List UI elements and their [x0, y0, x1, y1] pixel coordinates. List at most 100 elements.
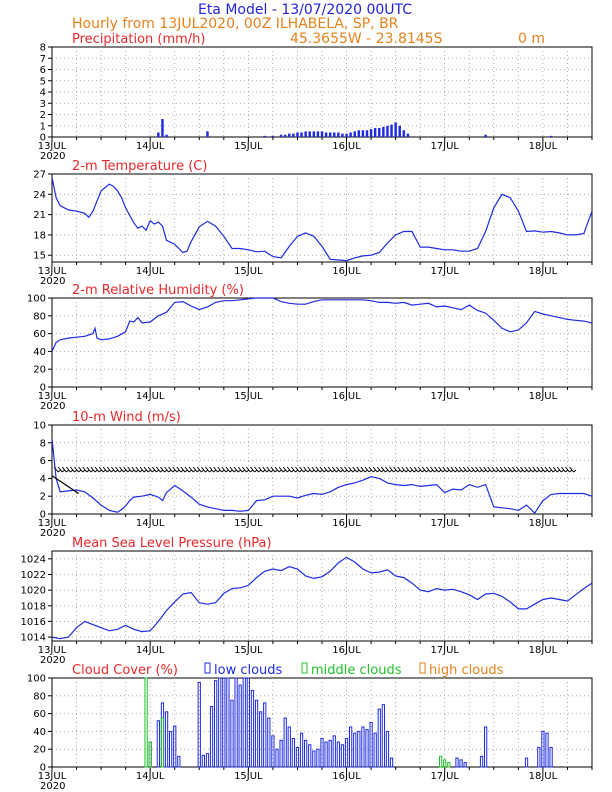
wind-barb [229, 466, 235, 473]
wind-barb-flag [573, 469, 577, 473]
wind-barb-flag [250, 469, 254, 473]
x-tick-label: 18JUL [529, 518, 558, 529]
wind-barb-flag [364, 469, 368, 473]
wind-barb [241, 466, 247, 473]
series-line [51, 438, 593, 515]
wind-barb-flag [262, 469, 266, 473]
wind-barb-flag [172, 469, 176, 473]
x-tick-label: 16JUL [332, 771, 361, 782]
precip-bar [292, 133, 295, 137]
wind-barb-flag [237, 469, 241, 473]
wind-barb-flag [430, 469, 434, 473]
wind-barb [569, 466, 574, 473]
wind-barb-flag [560, 469, 565, 473]
wind-barb-flag [221, 469, 225, 473]
legend-label-middle: middle clouds [311, 663, 402, 678]
wind-barb [115, 466, 120, 473]
y-tick-label: 6 [40, 65, 46, 76]
low-cloud-bar [369, 722, 373, 768]
x-tick-label: 16JUL [332, 518, 361, 529]
low-cloud-bar [164, 711, 169, 768]
wind-barb-flag [225, 469, 229, 473]
wind-barb [511, 466, 517, 473]
wind-barb-flag [380, 469, 385, 473]
wind-barb [368, 466, 374, 473]
y-tick-label: 20 [33, 365, 46, 376]
y-tick-label: 1020 [21, 586, 46, 597]
wind-barb-flag [462, 469, 466, 473]
wind-barb [172, 466, 178, 473]
x-tick-label: 18JUL [529, 771, 558, 782]
wind-barb-flag [446, 469, 450, 473]
wind-barb [376, 466, 382, 473]
wind-barb [200, 466, 206, 473]
wind-barb-flag [434, 469, 438, 473]
low-cloud-bar [389, 757, 394, 768]
wind-barb-flag [372, 469, 376, 473]
low-cloud-bar [156, 720, 160, 768]
wind-barb [446, 466, 452, 473]
low-cloud-bar [365, 729, 369, 768]
wind-barb [266, 466, 272, 473]
y-tick-label: 100 [27, 294, 46, 305]
x-tick-label: 14JUL [136, 518, 165, 529]
wind-barb-flag [205, 469, 209, 473]
wind-barb [307, 466, 313, 473]
y-tick-label: 40 [33, 727, 46, 738]
panel-1: 15 18 21 24 27 13JUL 14JUL 15JUL 16JUL 17JUL 18JUL… [33, 159, 593, 287]
wind-barb [483, 466, 489, 473]
precip-bar [365, 130, 369, 137]
low-cloud-bar [316, 748, 320, 768]
wind-barb [217, 466, 223, 473]
precip-bar [283, 134, 287, 137]
wind-barb-flag [307, 469, 311, 473]
wind-barb [147, 466, 153, 473]
wind-barb-flag [74, 469, 78, 473]
x-tick-label: 14JUL [136, 141, 165, 152]
y-tick-label: 1014 [21, 633, 46, 644]
x-tick-label: 13JUL [38, 518, 67, 529]
x-tick-label: 15JUL [234, 771, 263, 782]
y-tick-label: 4 [40, 88, 46, 99]
wind-barb-flag [286, 469, 290, 473]
wind-barb [86, 466, 92, 473]
wind-barb-flag [241, 469, 245, 473]
y-tick-label: 24 [33, 190, 46, 201]
wind-barb [53, 466, 59, 473]
precip-bar [345, 133, 348, 137]
precip-bar [157, 132, 160, 137]
wind-barb [188, 466, 194, 473]
low-cloud-bar [328, 739, 332, 768]
wind-barb-flag [331, 469, 335, 473]
x-tick-label: 13JUL [38, 645, 67, 656]
wind-barb-flag [151, 469, 155, 473]
wind-barb-flag [123, 469, 127, 473]
legend-label-low: low clouds [214, 663, 283, 678]
wind-barb-flag [393, 469, 397, 473]
low-cloud-bar [312, 750, 316, 768]
wind-barb-flag [200, 469, 205, 473]
wind-barb-flag [409, 469, 413, 473]
wind-barb [454, 466, 460, 473]
precip-bar [206, 131, 209, 137]
low-cloud-bar [299, 732, 304, 768]
wind-barb-flag [442, 469, 446, 473]
low-cloud-bar [308, 744, 312, 768]
wind-barb-flag [458, 469, 462, 473]
wind-barb [98, 466, 104, 473]
precip-bar [484, 134, 487, 137]
wind-barb-flag [565, 469, 569, 473]
wind-barb-flag [323, 469, 327, 473]
wind-barb [278, 466, 284, 473]
low-cloud-bar [385, 730, 390, 768]
wind-barb [94, 466, 100, 473]
wind-barb [327, 466, 333, 473]
wind-barb-flag [282, 469, 286, 473]
wind-barb-flag [556, 469, 560, 473]
wind-barb-flag [61, 469, 65, 473]
wind-barb-flag [528, 469, 532, 473]
x-tick-label: 16JUL [332, 266, 361, 277]
low-cloud-bar [353, 732, 357, 768]
low-cloud-bar [209, 705, 214, 768]
